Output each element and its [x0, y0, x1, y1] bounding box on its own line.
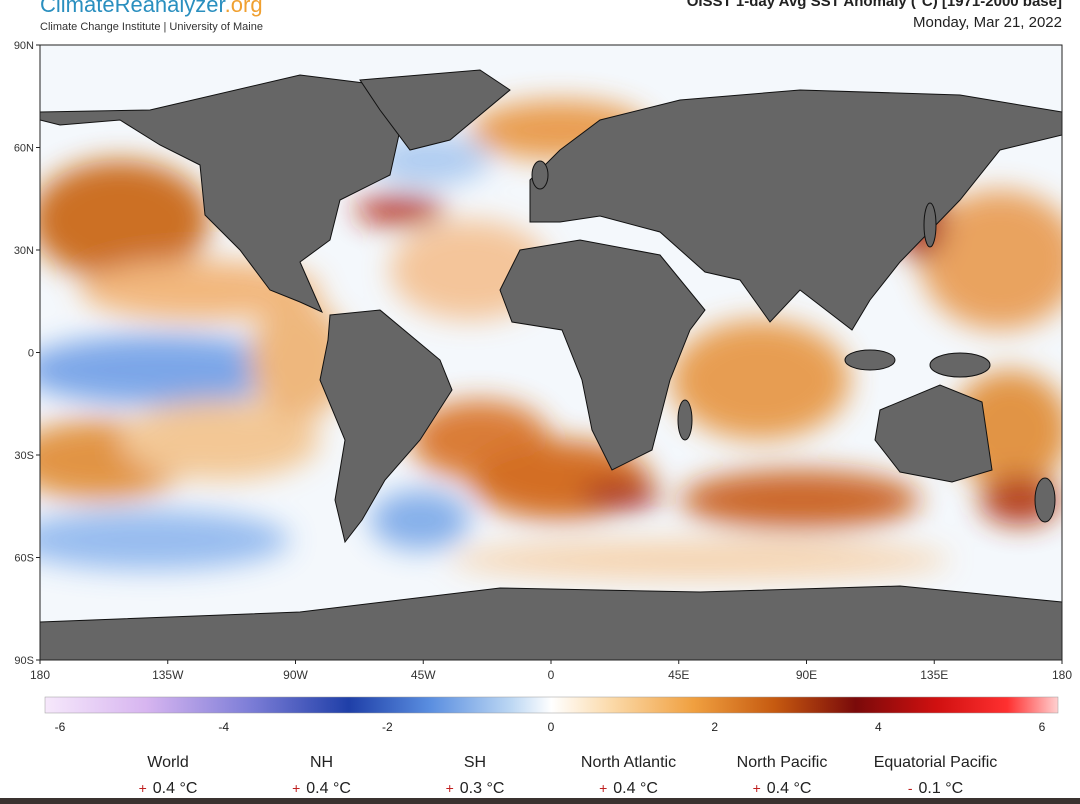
stat-text: 0.1 °C: [919, 780, 964, 797]
lon-label: 90W: [283, 668, 308, 682]
lon-label: 135E: [920, 668, 948, 682]
colorbar-tick-label: 2: [711, 720, 718, 734]
colorbar-tick-label: 0: [548, 720, 555, 734]
colorbar-ticks: -6 -4 -2 0 2 4 6: [55, 720, 1046, 734]
lat-label: 90S: [14, 655, 34, 667]
stat-value: +0.4 °C: [139, 780, 198, 797]
map: [40, 45, 1062, 660]
stat-sign: +: [446, 780, 454, 796]
lat-label: 90N: [14, 40, 34, 52]
stat-sign: +: [753, 780, 761, 796]
stat-value: +0.4 °C: [292, 780, 351, 797]
lon-label: 180: [30, 668, 50, 682]
colorbar-tick-label: 4: [875, 720, 882, 734]
stat-value: +0.3 °C: [446, 780, 505, 797]
lon-label: 45E: [668, 668, 689, 682]
stat-name: North Atlantic: [581, 754, 676, 771]
stat-value: +0.4 °C: [599, 780, 658, 797]
lon-label: 90E: [796, 668, 817, 682]
colorbar-tick-label: -6: [55, 720, 66, 734]
lon-label: 135W: [152, 668, 184, 682]
colorbar-tick-label: -4: [218, 720, 229, 734]
stat-name: NH: [310, 754, 333, 771]
lon-label: 180: [1052, 668, 1072, 682]
stat-value: +0.4 °C: [753, 780, 812, 797]
brand-name: ClimateReanalyzer.org: [40, 0, 263, 17]
map-title: OISST 1-day Avg SST Anomaly (°C) [1971-2…: [687, 0, 1062, 10]
lon-label: 0: [548, 668, 555, 682]
stat-name: Equatorial Pacific: [874, 754, 998, 771]
brand-subtitle: Climate Change Institute | University of…: [40, 21, 263, 33]
lat-labels: 90N 60N 30N 0 30S 60S 90S: [14, 40, 40, 667]
stat-text: 0.3 °C: [460, 780, 505, 797]
stat-sign: +: [292, 780, 300, 796]
stat-name: SH: [464, 754, 486, 771]
stat-sign: -: [908, 780, 913, 796]
stat-name: North Pacific: [737, 754, 828, 771]
stat-name: World: [147, 754, 189, 771]
stat-text: 0.4 °C: [153, 780, 198, 797]
lat-label: 30S: [14, 450, 34, 462]
colorbar: [44, 696, 1059, 714]
stat-sign: +: [139, 780, 147, 796]
lat-label: 30N: [14, 245, 34, 257]
bottom-edge: [0, 798, 1080, 804]
colorbar-tick-label: -2: [382, 720, 393, 734]
stat-text: 0.4 °C: [613, 780, 658, 797]
stat-text: 0.4 °C: [306, 780, 351, 797]
lat-label: 60N: [14, 143, 34, 155]
lon-label: 45W: [411, 668, 436, 682]
stat-text: 0.4 °C: [767, 780, 812, 797]
map-date: Monday, Mar 21, 2022: [913, 14, 1062, 31]
lat-label: 60S: [14, 553, 34, 565]
stat-sign: +: [599, 780, 607, 796]
lat-label: 0: [28, 348, 34, 360]
colorbar-tick-label: 6: [1039, 720, 1046, 734]
stat-value: -0.1 °C: [908, 780, 963, 797]
lon-labels: 180 135W 90W 45W 0 45E 90E 135E 180: [30, 660, 1072, 682]
